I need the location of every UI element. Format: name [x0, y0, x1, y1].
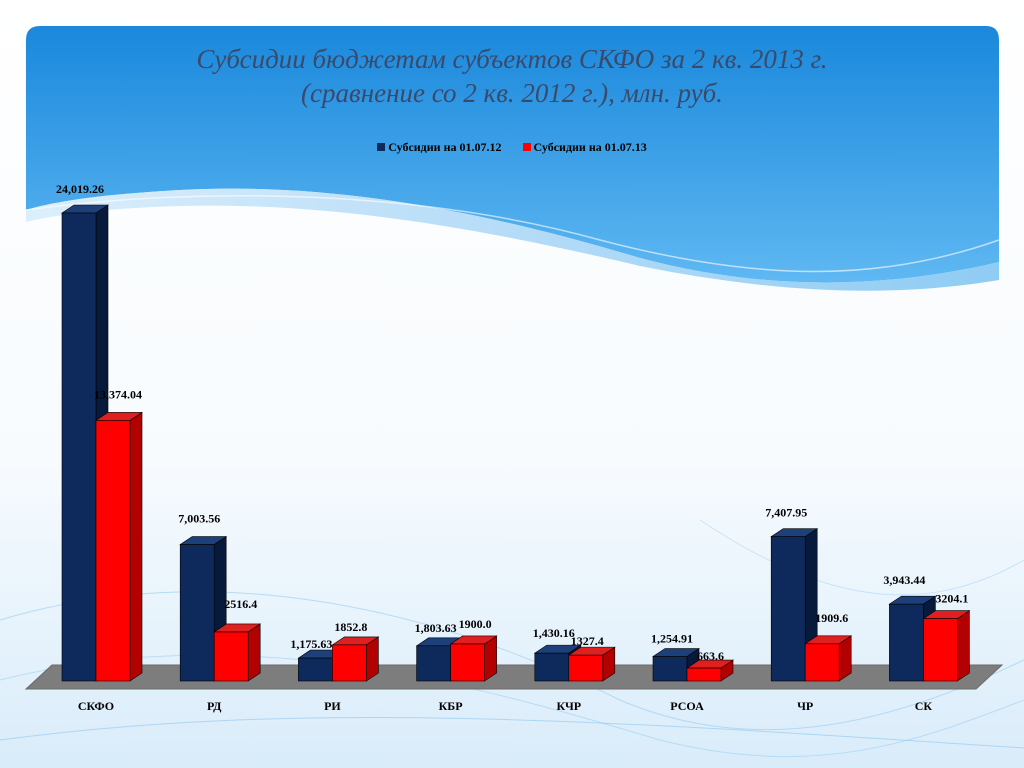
- legend-label-2013: Субсидии на 01.07.13: [533, 140, 647, 154]
- bar-front-1-7: [923, 618, 958, 682]
- category-label-7: СК: [915, 699, 933, 713]
- value-label-2013-7: 3204.1: [935, 592, 968, 606]
- legend-swatch-2013: [522, 143, 531, 151]
- bar-2013-1: [213, 623, 262, 682]
- bar-front-0-0: [61, 212, 97, 682]
- bar-2013-5: [686, 659, 734, 682]
- bar-front-1-3: [450, 643, 485, 682]
- value-label-2012-2: 1,175.63: [290, 637, 332, 651]
- category-label-4: КЧР: [556, 699, 581, 713]
- legend-item-2013: Субсидии на 01.07.13: [522, 140, 647, 155]
- chart-title-line-1: Субсидии бюджетам субъектов СКФО за 2 кв…: [196, 44, 828, 74]
- bar-front-0-3: [416, 645, 451, 682]
- bar-2013-4: [567, 646, 616, 682]
- bar-side-1-7: [957, 610, 970, 682]
- bar-front-0-5: [652, 656, 688, 682]
- value-label-2012-5: 1,254.91: [651, 632, 693, 646]
- bar-2013-7: [922, 610, 971, 682]
- chart-title: Субсидии бюджетам субъектов СКФО за 2 кв…: [120, 42, 904, 110]
- value-label-2013-4: 1327.4: [571, 634, 604, 648]
- bar-2013-3: [449, 635, 498, 682]
- value-label-2013-3: 1900.0: [459, 617, 492, 631]
- value-label-2012-1: 7,003.56: [178, 512, 220, 526]
- legend: Субсидии на 01.07.12 Субсидии на 01.07.1…: [0, 140, 1024, 155]
- bar-2013-2: [331, 636, 380, 682]
- chart-floor: [24, 664, 1004, 690]
- bar-front-1-2: [332, 644, 367, 682]
- bar-front-1-6: [804, 643, 840, 682]
- bar-front-0-4: [534, 652, 570, 682]
- category-label-5: РСОА: [670, 699, 704, 713]
- value-label-2012-0: 24,019.26: [56, 182, 104, 196]
- bar-front-1-4: [568, 654, 604, 682]
- bar-front-0-1: [179, 544, 215, 682]
- bar-front-0-2: [298, 657, 333, 682]
- legend-item-2012: Субсидии на 01.07.12: [377, 140, 502, 155]
- bar-2013-6: [804, 635, 853, 682]
- category-label-6: ЧР: [797, 699, 813, 713]
- category-label-3: КБР: [439, 699, 463, 713]
- bar-front-1-5: [686, 667, 722, 682]
- legend-label-2012: Субсидии на 01.07.12: [388, 140, 502, 154]
- category-label-0: СКФО: [78, 699, 114, 713]
- legend-swatch-2012: [377, 143, 386, 151]
- bar-side-1-0: [129, 411, 143, 682]
- value-label-2012-3: 1,803.63: [415, 621, 457, 635]
- value-label-2012-4: 1,430.16: [533, 626, 575, 640]
- category-label-1: РД: [207, 699, 222, 713]
- chart-title-line-2: (сравнение со 2 кв. 2012 г.), млн. руб.: [301, 78, 723, 108]
- bar-front-1-1: [213, 631, 249, 682]
- value-label-2012-7: 3,943.44: [883, 573, 925, 587]
- bar-front-0-6: [770, 536, 806, 682]
- value-label-2012-6: 7,407.95: [765, 506, 807, 520]
- bar-2012-6: [770, 528, 819, 682]
- bar-front-1-0: [95, 420, 131, 682]
- value-label-2013-0: 13,374.04: [94, 387, 142, 401]
- value-label-2013-1: 2516.4: [224, 597, 257, 611]
- value-label-2013-5: 663.6: [697, 649, 724, 663]
- bar-side-1-1: [247, 623, 261, 682]
- value-label-2013-6: 1909.6: [815, 611, 848, 625]
- value-label-2013-2: 1852.8: [334, 620, 367, 634]
- bar-front-0-7: [889, 603, 924, 682]
- category-label-2: РИ: [324, 699, 341, 713]
- bar-2013-0: [95, 411, 143, 682]
